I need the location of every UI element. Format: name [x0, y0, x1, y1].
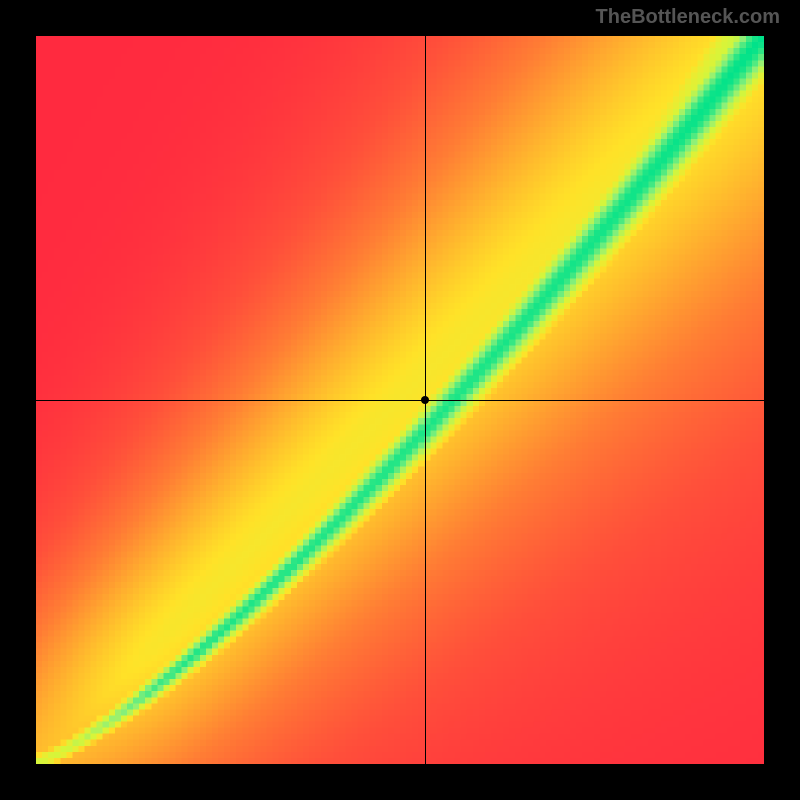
plot-area — [36, 36, 764, 764]
crosshair-horizontal — [36, 400, 764, 401]
attribution-text: TheBottleneck.com — [596, 6, 780, 29]
crosshair-marker — [421, 396, 429, 404]
chart-container: TheBottleneck.com — [0, 0, 800, 800]
